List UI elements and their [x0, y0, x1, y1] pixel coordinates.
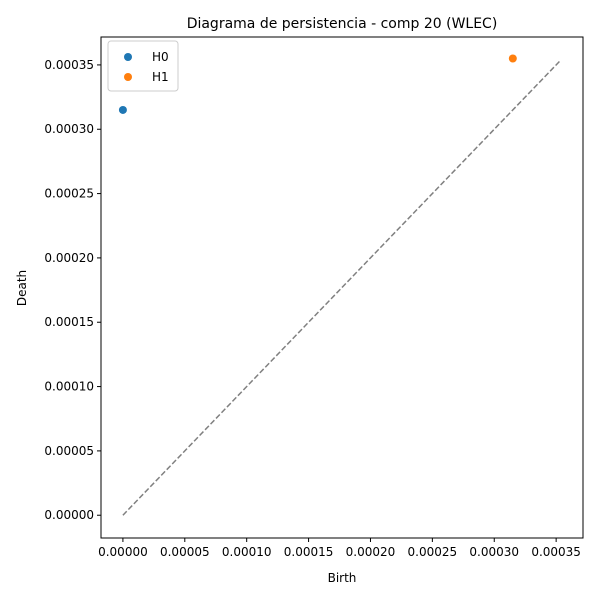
x-tick-label: 0.00030: [469, 545, 519, 559]
y-tick-label: 0.00010: [44, 380, 94, 394]
y-tick-label: 0.00025: [44, 187, 94, 201]
point-h1: [508, 54, 517, 63]
x-tick-label: 0.00005: [160, 545, 210, 559]
plot-frame: [100, 36, 584, 539]
y-tick-label: 0.00015: [44, 315, 94, 329]
y-tick-label: 0.00005: [44, 444, 94, 458]
y-axis-label: Death: [15, 270, 29, 306]
x-axis: 0.00000 0.00005 0.00010 0.00015 0.00020 0.000…: [98, 538, 581, 559]
x-tick-label: 0.00025: [408, 545, 458, 559]
x-tick-label: 0.00035: [531, 545, 581, 559]
diagonal-line: [122, 59, 562, 516]
legend-label-h0: H0: [152, 50, 169, 64]
y-tick-label: 0.00020: [44, 251, 94, 265]
chart-title: Diagrama de persistencia - comp 20 (WLEC…: [187, 16, 498, 32]
y-axis: 0.00000 0.00005 0.00010 0.00015 0.00020 0.000…: [44, 58, 101, 522]
x-tick-label: 0.00000: [98, 545, 148, 559]
point-h0: [118, 105, 127, 114]
y-tick-label: 0.00000: [44, 508, 94, 522]
points-layer: [118, 54, 517, 114]
y-tick-label: 0.00030: [44, 122, 94, 136]
legend-marker-h1: [124, 73, 132, 81]
y-tick-label: 0.00035: [44, 58, 94, 72]
x-tick-label: 0.00015: [284, 545, 334, 559]
x-tick-label: 0.00020: [346, 545, 396, 559]
diagonal-layer: [122, 59, 562, 516]
x-axis-label: Birth: [328, 571, 357, 585]
legend-label-h1: H1: [152, 70, 169, 84]
legend-marker-h0: [124, 53, 132, 61]
x-tick-label: 0.00010: [222, 545, 272, 559]
